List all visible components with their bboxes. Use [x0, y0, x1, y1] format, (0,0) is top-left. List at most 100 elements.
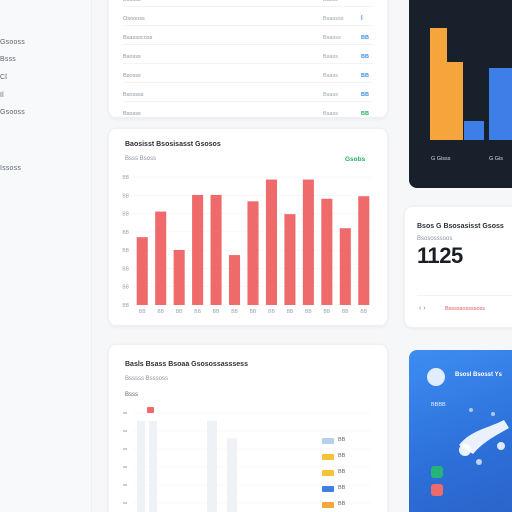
- divider: [123, 44, 373, 45]
- avatar[interactable]: [427, 368, 445, 386]
- bar[interactable]: [207, 421, 217, 512]
- stat-link[interactable]: Bsssssossssoss: [445, 306, 486, 312]
- x-tick-label: BB: [194, 309, 201, 315]
- list-item[interactable]: Bsosss Bsass BB: [123, 109, 373, 121]
- bottom-chart-card: Basls Bsass Bsoaa Gsosossasssess Bsssss …: [108, 344, 388, 512]
- list-item[interactable]: Osoooss Bsassss Ī: [123, 14, 373, 26]
- x-tick-label: BB: [213, 309, 220, 315]
- x-tick-label: BB: [287, 309, 294, 315]
- bottom-chart: [123, 407, 371, 512]
- divider: [123, 101, 373, 102]
- x-tick-label: BB: [139, 309, 146, 315]
- bar[interactable]: [173, 249, 185, 305]
- bar[interactable]: [229, 255, 241, 305]
- bar-chart: BB BB BB BB BB BB BB BB BB BB BB BB BB BB BB BB BB BB BB BB…: [122, 175, 373, 315]
- legend-item[interactable]: BB: [322, 469, 370, 477]
- legend-label: BB: [338, 485, 346, 491]
- legend-item[interactable]: BB: [322, 453, 370, 461]
- card-title: Basls Bsass Bsoaa Gsosossasssess: [125, 361, 248, 368]
- status-badge[interactable]: Gsobs: [345, 156, 366, 163]
- card-subtitle: Bsssss Bsssoss: [125, 376, 169, 382]
- sidebar-item-5[interactable]: Gsooss: [0, 109, 25, 119]
- legend-swatch: [322, 486, 334, 492]
- bar[interactable]: [302, 179, 314, 305]
- list-item-value: BB: [361, 111, 369, 117]
- legend-swatch: [322, 454, 334, 460]
- x-tick-label: BB: [250, 309, 257, 315]
- top-list-card: Bsosss Basss Osoooss Bsassss Ī Bsassocoss Bsas…: [108, 0, 388, 121]
- bar[interactable]: [137, 421, 145, 512]
- sidebar-item-2[interactable]: Bsss: [0, 56, 16, 66]
- bar[interactable]: [339, 228, 351, 305]
- marker-icon: [147, 407, 154, 413]
- y-tick-label: BB: [122, 212, 129, 218]
- y-tick-label: BB: [122, 266, 129, 272]
- divider: [417, 295, 512, 296]
- sidebar-item-4[interactable]: Il: [0, 92, 4, 102]
- card-subtitle: Bsss Bsoss: [125, 156, 157, 162]
- divider: [123, 63, 373, 64]
- list-item-sub: Bsass: [323, 54, 338, 60]
- list-item-label: Bsosss: [123, 54, 141, 60]
- list-item[interactable]: Bsosss Basss: [123, 0, 373, 7]
- sidebar-item-1[interactable]: Gsooss: [0, 39, 25, 49]
- sidebar-item-6[interactable]: Issoss: [0, 165, 21, 175]
- dark-chart-label: G Gis: [489, 156, 504, 162]
- y-tick-mark: [123, 448, 127, 450]
- bar[interactable]: [192, 194, 204, 305]
- y-tick-mark: [123, 430, 127, 432]
- legend-label: BB: [338, 501, 346, 507]
- dark-bar: [464, 120, 484, 140]
- stat-card: Bsos G Bsosasisst Gsoss Bsososssoos 1125…: [404, 206, 512, 328]
- blue-map-card: Bsosl Bsosst Ys BBBB: [409, 350, 512, 512]
- list-item-value: BB: [361, 35, 369, 41]
- x-tick-label: BB: [324, 309, 331, 315]
- legend-item[interactable]: BB: [322, 437, 370, 445]
- list-item-label: Bsassocoss: [123, 35, 153, 41]
- legend-item[interactable]: BB: [322, 501, 370, 509]
- y-tick-label: BB: [122, 248, 129, 254]
- bar[interactable]: [247, 201, 259, 305]
- y-tick-label: BB: [122, 193, 129, 199]
- bar[interactable]: [155, 211, 167, 305]
- divider: [123, 25, 373, 26]
- list-item[interactable]: Bsassocoss Bsasss BB: [123, 33, 373, 45]
- list-item[interactable]: Bsossss Bsass BB: [123, 90, 373, 102]
- card-label: BBBB: [431, 402, 446, 408]
- card-title: Bsos G Bsosasisst Gsoss: [417, 223, 504, 230]
- bar[interactable]: [210, 194, 222, 305]
- status-icon[interactable]: [431, 466, 443, 478]
- bar[interactable]: [149, 421, 157, 512]
- bar[interactable]: [227, 438, 237, 512]
- bar[interactable]: [321, 198, 333, 305]
- list-item-label: Bsosss: [123, 0, 141, 3]
- pager-arrows-icon[interactable]: ‹ ›: [419, 305, 426, 312]
- bar[interactable]: [358, 196, 370, 305]
- x-tick-label: BB: [231, 309, 238, 315]
- list-item[interactable]: Bsosss Bsass BB: [123, 71, 373, 83]
- y-tick-label: BB: [122, 285, 129, 291]
- legend-item[interactable]: BB: [322, 485, 370, 493]
- sidebar-item-label: Cl: [0, 74, 8, 81]
- y-tick-label: BB: [122, 230, 129, 236]
- divider: [123, 6, 373, 7]
- list-item-label: Osoooss: [123, 16, 145, 22]
- bar[interactable]: [265, 179, 277, 305]
- legend-swatch: [322, 438, 334, 444]
- sidebar-item-3[interactable]: Cl: [0, 74, 7, 84]
- list-item-sub: Bsass: [323, 92, 338, 98]
- bar-chart-card: Baosisst Bsosisasst Gsosos Bsss Bsoss Gs…: [108, 128, 388, 326]
- bar[interactable]: [136, 237, 148, 305]
- list-item-sub: Bsasss: [323, 35, 341, 41]
- bar[interactable]: [284, 214, 296, 305]
- list-item-sub: Bsassss: [323, 16, 344, 22]
- list-item[interactable]: Bsosss Bsass BB: [123, 52, 373, 64]
- alert-icon[interactable]: [431, 484, 443, 496]
- list-item-sub: Bsass: [323, 111, 338, 117]
- y-tick-mark: [123, 466, 127, 468]
- legend-label: BB: [338, 469, 346, 475]
- dark-bar: [446, 61, 463, 140]
- sidebar-item-label: Gsooss: [0, 109, 25, 116]
- list-item-sub: Bsass: [323, 73, 338, 79]
- x-tick-label: BB: [360, 309, 367, 315]
